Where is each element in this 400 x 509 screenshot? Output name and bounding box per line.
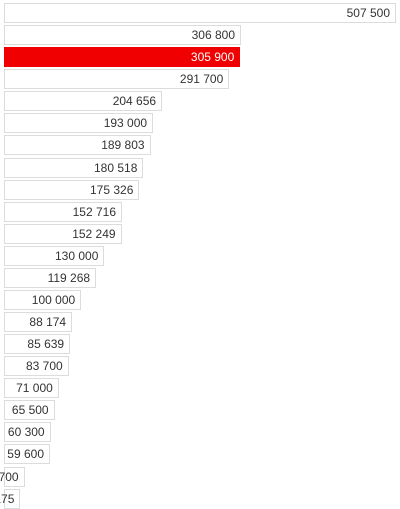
bar-value-label: 21 175 xyxy=(0,491,15,506)
bar-value-label: 59 600 xyxy=(7,447,44,462)
bar: 152 716 xyxy=(4,201,122,222)
bar: 85 639 xyxy=(4,334,71,355)
bar-value-label: 152 716 xyxy=(72,204,116,219)
bar-value-label: 189 803 xyxy=(101,138,145,153)
bar-value-label: 291 700 xyxy=(179,72,224,87)
bar-value-label: 175 326 xyxy=(90,182,134,197)
bar-value-label: 507 500 xyxy=(346,6,390,20)
bar-value-label: 193 000 xyxy=(103,116,148,131)
bar-value-label: 152 249 xyxy=(72,226,116,241)
bar: 306 800 xyxy=(4,25,241,46)
bar: 130 000 xyxy=(4,245,105,266)
bar: 193 000 xyxy=(4,113,154,134)
bar-value-label: 83 700 xyxy=(25,359,63,374)
bar: 204 656 xyxy=(4,91,163,112)
bar: 65 500 xyxy=(4,400,55,421)
bar: 507 500 xyxy=(4,3,396,23)
bar: 26 700 xyxy=(0,466,25,487)
bar: 59 600 xyxy=(4,444,50,465)
bar: 305 900 xyxy=(4,47,241,68)
bar-value-label: 100 000 xyxy=(31,292,76,307)
bar: 88 174 xyxy=(4,312,73,332)
bar: 83 700 xyxy=(4,356,69,377)
bar-value-label: 65 500 xyxy=(11,403,49,418)
bar: 119 268 xyxy=(4,267,97,288)
bar-value-label: 130 000 xyxy=(55,248,99,263)
bar-value-label: 204 656 xyxy=(112,94,157,109)
bar: 175 326 xyxy=(4,179,140,200)
bar: 21 175 xyxy=(0,488,21,509)
bar-value-label: 305 900 xyxy=(190,50,235,65)
bar-value-label: 88 174 xyxy=(29,315,67,329)
bar: 71 000 xyxy=(4,378,59,399)
bar-value-label: 306 800 xyxy=(191,28,235,43)
bar-value-label: 85 639 xyxy=(27,337,65,352)
bar-value-label: 60 300 xyxy=(7,425,45,440)
bar: 180 518 xyxy=(4,157,144,178)
bar: 152 249 xyxy=(4,223,122,244)
bar: 60 300 xyxy=(4,422,51,443)
bar-value-label: 26 700 xyxy=(0,469,19,484)
bar: 189 803 xyxy=(4,135,151,156)
bar-value-label: 119 268 xyxy=(47,270,91,285)
bar: 100 000 xyxy=(4,289,82,310)
bar-value-label: 71 000 xyxy=(16,381,53,396)
bar-value-label: 180 518 xyxy=(94,160,138,175)
bar: 291 700 xyxy=(4,69,230,90)
